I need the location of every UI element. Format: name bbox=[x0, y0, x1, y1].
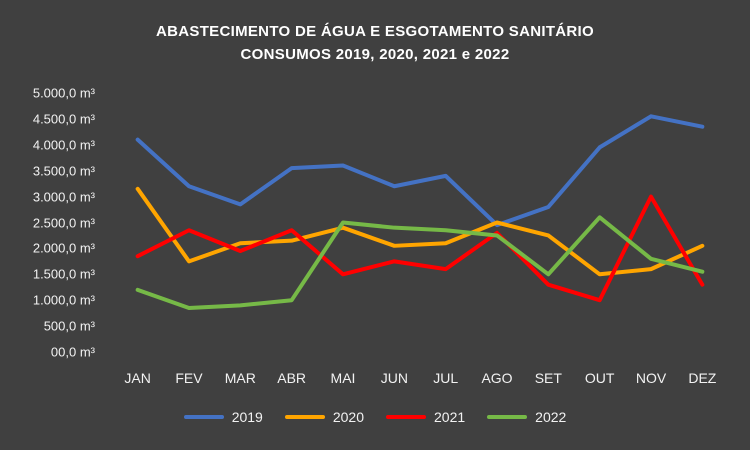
y-tick-label: 3.000,0 m³ bbox=[32, 189, 95, 205]
legend-line-swatch-2020 bbox=[284, 415, 325, 419]
legend-item-2022: 2022 bbox=[487, 409, 566, 425]
chart-title-line-1: ABASTECIMENTO DE ÁGUA E ESGOTAMENTO SANI… bbox=[156, 23, 594, 40]
legend-label-2021: 2021 bbox=[434, 409, 466, 425]
y-tick-label: 1.000,0 m³ bbox=[32, 292, 95, 308]
legend-item-2020: 2020 bbox=[284, 409, 364, 425]
y-axis: 5.000,0 m³ 4.500,0 m³ 4.000,0 m³ 3.500,0 m³… bbox=[0, 0, 95, 450]
y-tick-label: 5.000,0 m³ bbox=[32, 85, 95, 101]
legend-item-2021: 2021 bbox=[386, 409, 465, 425]
chart-title-line-2: CONSUMOS 2019, 2020, 2021 e 2022 bbox=[240, 46, 510, 64]
series-line-2022 bbox=[135, 215, 705, 310]
y-tick-label: 2.000,0 m³ bbox=[32, 240, 95, 256]
series-line-2021 bbox=[135, 194, 705, 303]
legend-item-2019: 2019 bbox=[183, 409, 263, 425]
legend: 2019 2020 2021 2022 bbox=[0, 409, 750, 425]
chart-title: ABASTECIMENTO DE ÁGUA E ESGOTAMENTO SANI… bbox=[0, 20, 750, 67]
y-tick-label: 4.000,0 m³ bbox=[32, 137, 95, 153]
y-tick-label: 2.500,0 m³ bbox=[32, 215, 95, 230]
legend-line-swatch-2021 bbox=[386, 415, 426, 419]
legend-label-2019: 2019 bbox=[231, 409, 263, 425]
series-line-2019 bbox=[135, 114, 705, 228]
legend-line-swatch-2019 bbox=[183, 415, 224, 419]
y-tick-label: 4.500,0 m³ bbox=[32, 111, 95, 127]
legend-line-swatch-2022 bbox=[487, 415, 528, 419]
y-tick-label: 3.500,0 m³ bbox=[32, 163, 95, 179]
legend-label-2022: 2022 bbox=[535, 409, 567, 425]
y-tick-label: 00,0 m³ bbox=[50, 344, 95, 360]
y-tick-label: 500,0 m³ bbox=[43, 318, 95, 334]
y-tick-label: 1.500,0 m³ bbox=[32, 266, 95, 282]
legend-label-2020: 2020 bbox=[332, 409, 364, 425]
